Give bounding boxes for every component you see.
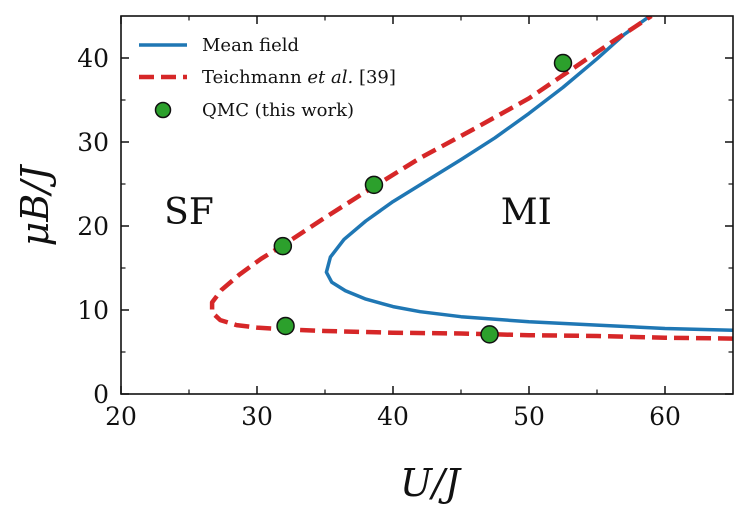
legend-label-teichmann-prefix: Teichmann	[202, 67, 307, 88]
y-tick-label-0: 0	[93, 380, 109, 409]
x-tick-label-40: 40	[377, 402, 409, 431]
region-label-sf: SF	[164, 192, 214, 233]
x-tick-label-60: 60	[649, 402, 681, 431]
legend-label-qmc: QMC (this work)	[202, 100, 354, 121]
y-tick-label-30: 30	[77, 128, 109, 157]
qmc-point-1	[276, 316, 295, 336]
ticks-layer: 20 30 40 50 60 0 10 20 30 40	[77, 16, 733, 431]
y-tick-label-20: 20	[77, 212, 109, 241]
plot-frame	[120, 15, 734, 395]
x-tick-label-30: 30	[241, 402, 273, 431]
series-line-teichmann	[209, 16, 733, 341]
qmc-point-4	[553, 53, 573, 73]
qmc-point-0	[273, 236, 293, 256]
qmc-marker-layer	[273, 53, 573, 344]
series-layer	[209, 16, 733, 341]
y-tick-label-40: 40	[77, 44, 109, 73]
x-tick-label-50: 50	[513, 402, 545, 431]
qmc-point-2	[364, 175, 384, 195]
region-label-mi: MI	[501, 192, 552, 233]
x-tick-label-20: 20	[105, 402, 137, 431]
legend-label-teichmann: Teichmann et al. [39]	[202, 67, 396, 88]
legend: Mean field Teichmann et al. [39] QMC (th…	[139, 35, 396, 121]
legend-label-mean-field: Mean field	[202, 35, 299, 56]
series-line-mean-field	[324, 16, 733, 332]
y-axis-label: μB/J	[13, 164, 57, 246]
legend-label-teichmann-italic: et al.	[307, 67, 353, 88]
x-axis-label: U/J	[400, 461, 462, 505]
legend-label-teichmann-suffix: [39]	[353, 67, 396, 88]
legend-swatch-qmc	[154, 101, 172, 119]
y-tick-label-10: 10	[77, 296, 109, 325]
qmc-point-3	[480, 325, 499, 344]
